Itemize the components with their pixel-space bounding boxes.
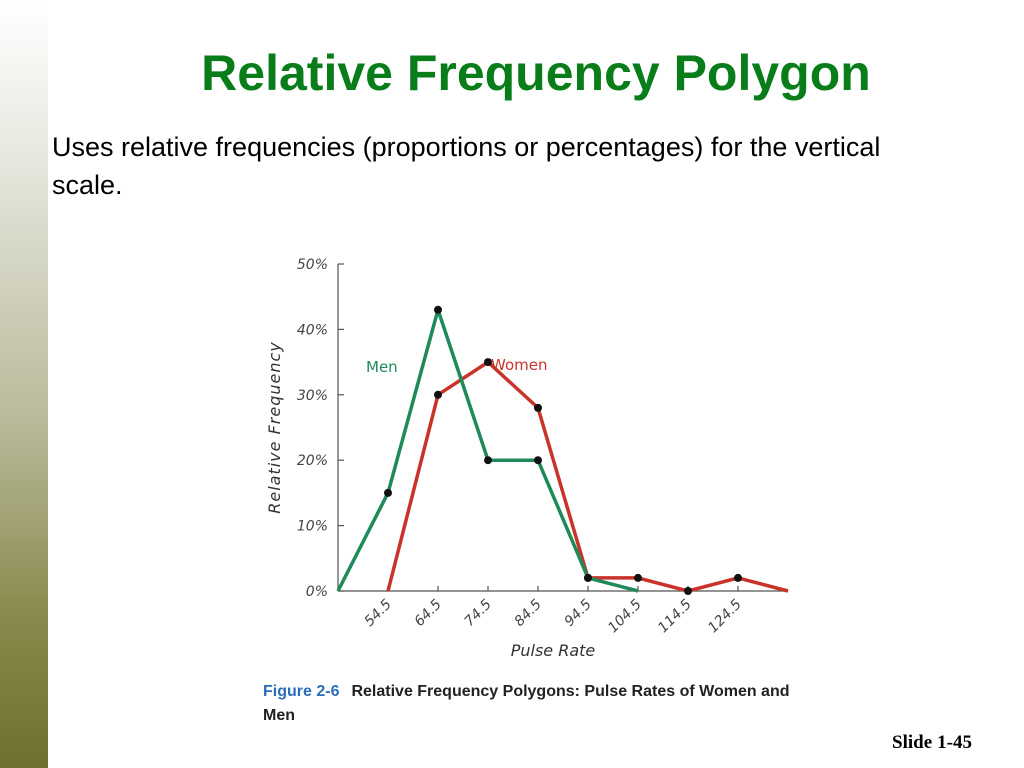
- y-tick-label: 0%: [306, 584, 328, 600]
- slide-title: Relative Frequency Polygon: [201, 45, 871, 101]
- decorative-side-bar: [0, 0, 48, 768]
- slide-body-text: Uses relative frequencies (proportions o…: [52, 132, 881, 200]
- figure-caption: Figure 2-6 Relative Frequency Polygons: P…: [263, 680, 823, 728]
- x-tick-label: 94.5: [561, 596, 594, 629]
- x-axis-title: Pulse Rate: [511, 641, 596, 660]
- slide-number-value: 1-45: [937, 732, 972, 753]
- data-point-women: [734, 573, 742, 582]
- data-point-men: [434, 305, 442, 314]
- data-point-women: [534, 403, 542, 412]
- y-tick-label: 50%: [297, 257, 328, 273]
- series-line-men: [336, 308, 639, 593]
- y-tick-label: 20%: [297, 453, 328, 469]
- data-point-men: [534, 456, 542, 465]
- data-point-men: [484, 456, 492, 465]
- data-point-women: [484, 358, 492, 367]
- slide-number-prefix: Slide: [892, 732, 933, 753]
- x-tick-label: 54.5: [361, 596, 394, 629]
- relative-frequency-polygon-chart: 0% 10% 20% 30% 40% 50% 54.5 64.5 74.5 84.5 94.5 104…: [250, 250, 810, 660]
- y-tick-label: 30%: [297, 388, 328, 404]
- slide-number: Slide 1-45: [892, 732, 972, 754]
- data-point-women: [634, 573, 642, 582]
- y-axis-title: Relative Frequency: [265, 341, 284, 514]
- data-point-women: [684, 587, 692, 595]
- data-point-men: [384, 488, 392, 497]
- y-tick-label: 40%: [297, 322, 328, 338]
- x-tick-label: 114.5: [655, 596, 695, 636]
- data-point-men: [584, 573, 592, 582]
- figure-caption-text: Relative Frequency Polygons: Pulse Rates…: [263, 683, 790, 724]
- x-tick-label: 104.5: [605, 596, 645, 636]
- y-tick-label: 10%: [297, 519, 328, 535]
- x-tick-label: 84.5: [511, 596, 544, 629]
- series-line-women: [386, 360, 789, 593]
- figure-number: Figure 2-6: [263, 683, 340, 700]
- x-tick-label: 74.5: [461, 596, 494, 629]
- series-label-men: Men: [366, 358, 398, 376]
- x-tick-label: 64.5: [411, 596, 444, 629]
- data-point-women: [434, 390, 442, 399]
- x-tick-label: 124.5: [705, 596, 745, 636]
- series-label-women: Women: [491, 356, 547, 374]
- chart-svg: 0% 10% 20% 30% 40% 50% 54.5 64.5 74.5 84.5 94.5 104…: [265, 257, 789, 660]
